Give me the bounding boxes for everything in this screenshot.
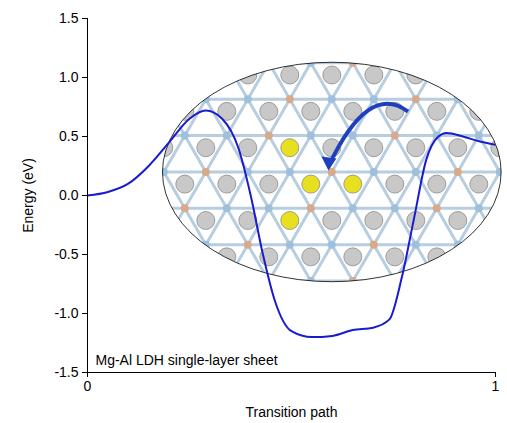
svg-text:-1.0: -1.0 [54, 305, 78, 321]
svg-text:Transition path: Transition path [245, 404, 337, 420]
svg-text:0.0: 0.0 [59, 187, 79, 203]
svg-text:0: 0 [84, 378, 92, 394]
svg-text:-1.5: -1.5 [54, 364, 78, 380]
svg-text:1: 1 [492, 378, 500, 394]
svg-text:0.5: 0.5 [59, 128, 79, 144]
svg-text:Mg-Al LDH single-layer sheet: Mg-Al LDH single-layer sheet [96, 352, 278, 368]
svg-text:Energy (eV): Energy (eV) [20, 158, 36, 233]
svg-text:-0.5: -0.5 [54, 246, 78, 262]
svg-text:1.5: 1.5 [59, 10, 79, 26]
svg-text:1.0: 1.0 [59, 69, 79, 85]
